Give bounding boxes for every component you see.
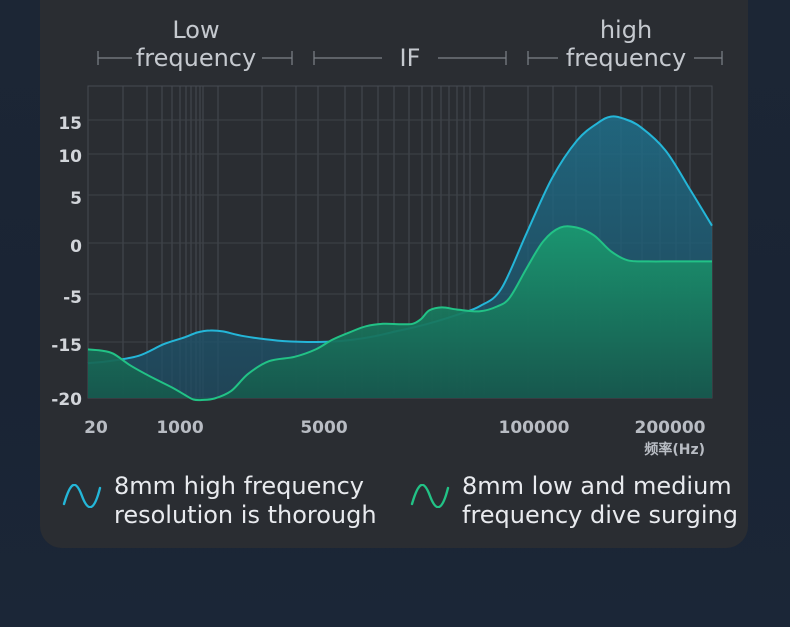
y-tick-label: -5 — [63, 288, 82, 308]
wave-icon — [62, 484, 102, 508]
x-tick-label: 1000 — [156, 418, 203, 438]
legend-item-low-mid: 8mm low and medium frequency dive surgin… — [410, 472, 738, 530]
series-area — [88, 226, 712, 401]
band-label-mid: IF — [399, 44, 421, 72]
x-tick-label: 20 — [84, 418, 108, 438]
band-label-low: Low frequency — [135, 16, 257, 72]
band-brackets — [97, 51, 723, 65]
y-tick-label: 0 — [70, 237, 82, 257]
areas — [87, 115, 713, 402]
x-axis-label: 频率(Hz) — [644, 441, 705, 458]
x-tick-label: 200000 — [635, 418, 706, 438]
x-tick-label: 100000 — [499, 418, 570, 438]
y-tick-labels: 15 10 5 0 -5 -15 -20 — [51, 114, 82, 410]
series-line — [87, 225, 712, 402]
x-tick-label: 5000 — [300, 418, 347, 438]
legend-item-high: 8mm high frequency resolution is thoroug… — [62, 472, 377, 530]
y-tick-label: -20 — [51, 390, 82, 410]
legend-label: 8mm low and medium frequency dive surgin… — [462, 472, 739, 529]
wave-icon — [410, 484, 450, 508]
legend-label: 8mm high frequency resolution is thoroug… — [114, 472, 377, 529]
y-tick-label: -15 — [51, 336, 82, 356]
y-tick-label: 10 — [58, 147, 82, 167]
y-tick-label: 5 — [70, 189, 82, 209]
x-tick-labels: 20 1000 5000 100000 200000 — [84, 418, 705, 438]
y-tick-label: 15 — [58, 114, 82, 134]
band-label-high: high frequency — [565, 16, 687, 72]
